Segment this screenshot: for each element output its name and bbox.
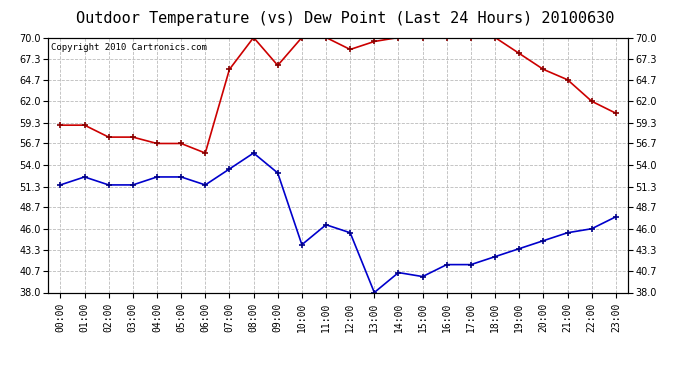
Text: Outdoor Temperature (vs) Dew Point (Last 24 Hours) 20100630: Outdoor Temperature (vs) Dew Point (Last… [76,11,614,26]
Text: Copyright 2010 Cartronics.com: Copyright 2010 Cartronics.com [51,43,207,52]
